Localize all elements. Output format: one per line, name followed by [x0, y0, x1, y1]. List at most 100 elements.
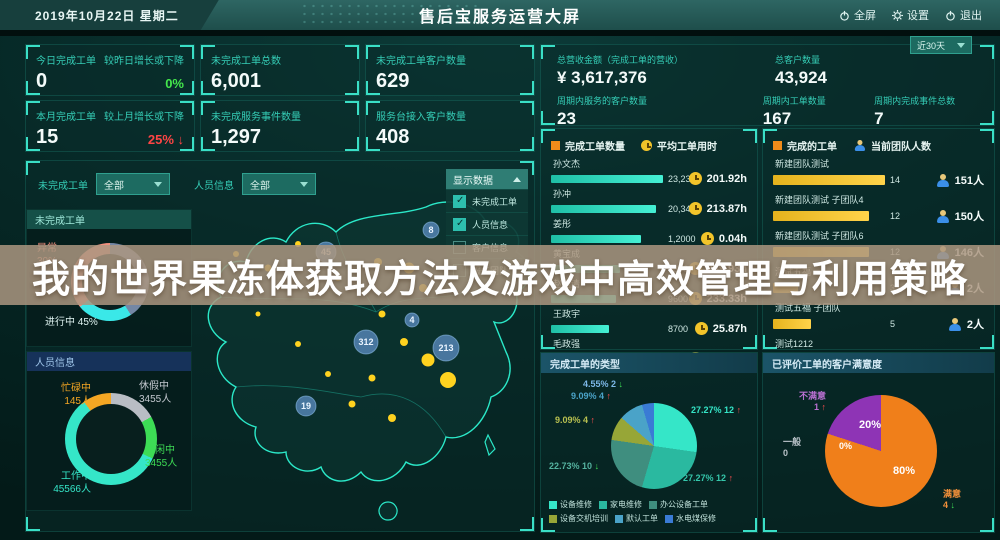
card-month-finished: 本月完成工单 较上月增长或下降 15 25% ↓ — [25, 100, 195, 152]
pie-callout: 27.27% 12 ↑ — [691, 405, 742, 415]
stat-period-customers: 周期内服务的客户数量 23 — [557, 96, 648, 128]
map-cluster-badge[interactable]: 312 — [353, 329, 379, 355]
clock-icon — [700, 232, 714, 245]
stat-period-orders: 周期内工单数量 167 — [762, 96, 826, 128]
clock-icon — [694, 322, 708, 335]
header-date-segment: 2019年10月22日 星期二 — [0, 0, 219, 30]
top-header-bar: 2019年10月22日 星期二 售后宝服务运营大屏 全屏 设置 退出 — [0, 0, 1000, 36]
pie-callout: 9.09% 4 ↑ — [555, 415, 596, 425]
gear-icon — [892, 9, 903, 21]
donut-label-vacation: 休假中 3455人 — [139, 381, 172, 405]
legend-item[interactable]: 家电维修 — [599, 499, 642, 510]
legend-square-icon — [551, 140, 560, 150]
pie-inner-label: 80% — [893, 465, 916, 477]
map-cluster-badge[interactable]: 8 — [422, 221, 440, 239]
pie-callout: 4.55% 2 ↓ — [583, 379, 624, 389]
pie-callout-satisfied: 满意 4 ↓ — [943, 489, 962, 510]
bar-row: 王政宇 8700 25.87h — [551, 309, 747, 335]
svg-text:8: 8 — [428, 225, 433, 235]
staff-orders-panel: 完成工单数量 平均工单用时 孙文杰 23,234 201.92h 孙冲 20,345 2… — [540, 128, 758, 365]
trend-value: 25% ↓ — [147, 132, 184, 147]
tab-team-finished[interactable]: 完成的工单 — [773, 138, 837, 153]
legend-square-icon — [773, 140, 782, 150]
clock-icon — [688, 202, 702, 215]
checkbox-icon[interactable] — [453, 194, 466, 208]
map-cluster-badge[interactable]: 19 — [295, 395, 317, 417]
satisfaction-panel: 已评价工单的客户满意度 80% 20% 0% 不满意 1 ↑ 一般 0 满意 4 … — [762, 352, 995, 533]
staff-info-select[interactable]: 全部 — [242, 173, 316, 195]
satisfaction-pie-chart — [825, 395, 937, 507]
checkbox-icon[interactable] — [453, 217, 466, 231]
map-cluster-badge[interactable]: 4 — [404, 312, 420, 328]
legend-item[interactable]: 办公设备工单 — [649, 499, 708, 510]
person-icon — [937, 173, 950, 187]
pie-inner-label: 0% — [839, 441, 853, 451]
person-icon — [949, 317, 962, 331]
legend-square-icon — [549, 514, 557, 523]
bar-row: 孙冲 20,345 213.87h — [551, 189, 747, 215]
settings-button[interactable]: 设置 — [892, 7, 929, 23]
trend-value: 0% — [165, 76, 184, 91]
tab-average-time[interactable]: 平均工单用时 — [641, 138, 717, 153]
tab-finished-count[interactable]: 完成工单数量 — [551, 138, 625, 153]
card-servicedesk-customers: 服务台接入客户数量 408 — [365, 100, 535, 152]
svg-text:19: 19 — [301, 401, 311, 411]
donut-label-inprogress: 进行中 45% — [45, 317, 98, 328]
bar-row: 孙文杰 23,234 201.92h — [551, 159, 747, 185]
donut-label-busy: 忙碌中 145人 — [61, 383, 91, 407]
svg-text:4: 4 — [409, 315, 414, 325]
display-data-header[interactable]: 显示数据 — [446, 169, 528, 189]
pie-callout: 27.27% 12 ↑ — [683, 473, 734, 483]
panel-title: 已评价工单的客户满意度 — [763, 353, 994, 373]
header-actions: 全屏 设置 退出 — [839, 0, 982, 30]
pie-inner-label: 20% — [859, 419, 882, 431]
svg-text:213: 213 — [438, 343, 453, 353]
person-icon — [937, 209, 950, 223]
summary-panel: 总营收金额（完成工单的营收） ¥ 3,617,376 总客户数量 43,924 周期… — [540, 44, 995, 128]
stat-total-revenue: 总营收金额（完成工单的营收） ¥ 3,617,376 — [557, 55, 684, 87]
legend-item[interactable]: 设备交机培训 — [549, 513, 608, 524]
order-type-panel: 完成工单的类型 4.55% 2 ↓ 9.09% 4 ↑ 9.09% 4 ↑ 22… — [540, 352, 758, 533]
unfinished-orders-select[interactable]: 全部 — [96, 173, 170, 195]
team-row: 新建团队测试 子团队4 12 150人 — [773, 195, 984, 223]
bar-row: 姜彤 1,2000 0.04h — [551, 219, 747, 245]
team-row: 测试五福 子团队 5 2人 — [773, 303, 984, 331]
pie-callout: 9.09% 4 ↑ — [571, 391, 612, 401]
donut-label-idle: 空闲中 3455人 — [145, 445, 178, 469]
map-panel: 未完成工单 全部 人员信息 全部 显示数据 未完成工单 — [25, 160, 535, 532]
card-today-finished: 今日完成工单 较昨日增长或下降 0 0% — [25, 44, 195, 96]
power-icon — [945, 10, 956, 21]
panel-title: 人员信息 — [27, 352, 191, 371]
display-option-unfinished[interactable]: 未完成工单 — [446, 189, 528, 212]
clock-icon — [688, 172, 702, 185]
donut-label-working: 工作中 45566人 — [53, 471, 91, 495]
svg-text:312: 312 — [358, 337, 373, 347]
pie-callout: 22.73% 10 ↓ — [549, 461, 600, 471]
team-orders-panel: 完成的工单 当前团队人数 新建团队测试 14 151人 新建团队测试 子团队4 12 1… — [762, 128, 995, 367]
staff-donut-chart — [65, 393, 157, 485]
panel-title: 完成工单的类型 — [541, 353, 757, 373]
map-filters: 未完成工单 全部 人员信息 全部 — [38, 173, 316, 195]
legend-square-icon — [615, 514, 623, 523]
panel-title: 未完成工单 — [27, 210, 191, 229]
card-unfinished-events: 未完成服务事件数量 1,297 — [200, 100, 360, 152]
exit-button[interactable]: 退出 — [945, 7, 982, 23]
legend-item[interactable]: 水电煤保修 — [665, 513, 716, 524]
map-cluster-badge[interactable]: 213 — [432, 334, 460, 362]
legend-item[interactable]: 默认工单 — [615, 513, 658, 524]
tab-team-members[interactable]: 当前团队人数 — [853, 138, 931, 153]
chevron-down-icon — [957, 42, 965, 48]
chevron-down-icon — [154, 181, 162, 187]
fullscreen-button[interactable]: 全屏 — [839, 7, 876, 23]
chevron-up-icon — [513, 176, 521, 182]
period-dropdown[interactable]: 近30天 — [910, 36, 972, 54]
pie-callout-neutral: 一般 0 — [783, 437, 802, 458]
clock-icon — [641, 139, 652, 151]
legend-square-icon — [549, 500, 557, 509]
display-option-staff[interactable]: 人员信息 — [446, 212, 528, 235]
legend-square-icon — [665, 514, 673, 523]
card-unfinished-customers: 未完成工单客户数量 629 — [365, 44, 535, 96]
stat-period-events: 周期内完成事件总数 7 — [874, 96, 956, 128]
legend-item[interactable]: 设备维修 — [549, 499, 592, 510]
